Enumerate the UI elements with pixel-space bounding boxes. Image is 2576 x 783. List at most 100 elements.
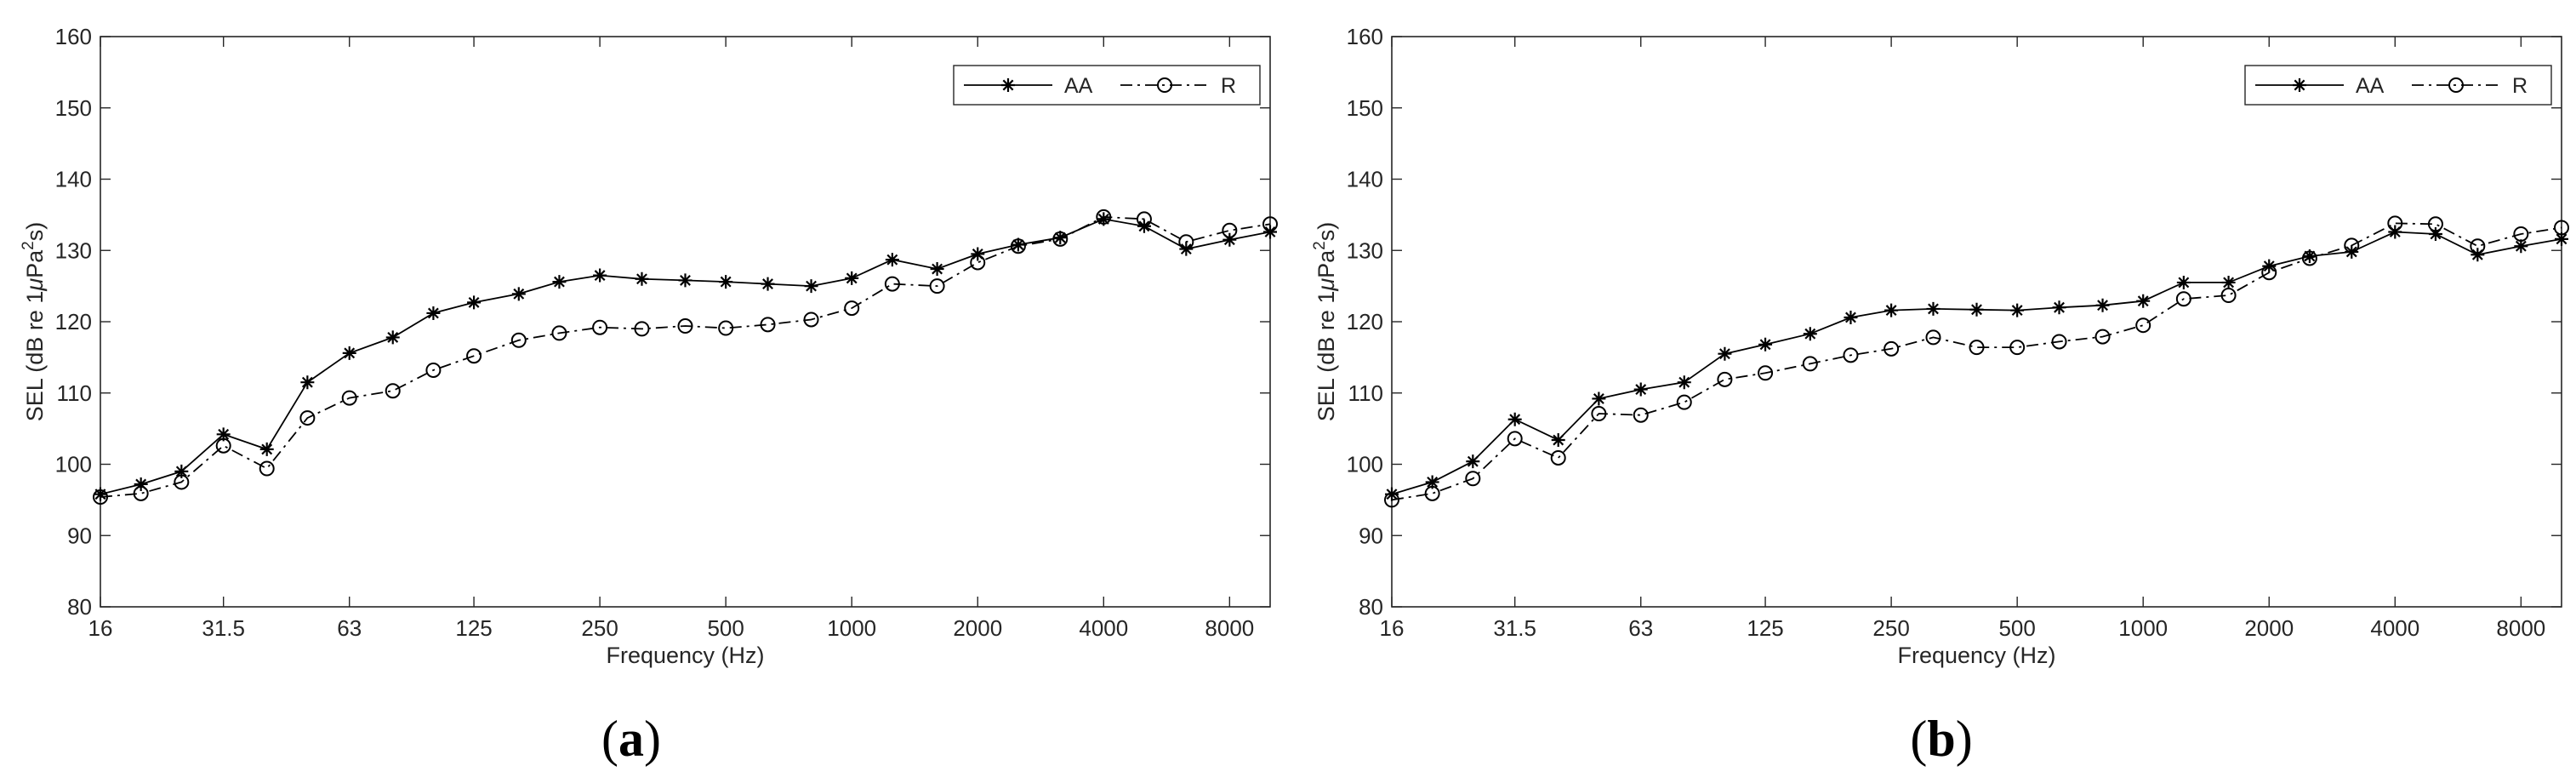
panel-label: (b): [1910, 711, 1972, 767]
y-axis-label-mu: μ: [22, 278, 48, 292]
data-point-aa: [761, 277, 775, 291]
data-point-aa: [216, 427, 231, 442]
y-tick-label: 130: [55, 237, 92, 263]
x-tick-label: 125: [1747, 615, 1783, 641]
panel-label-letter: b: [1927, 711, 1955, 767]
data-point-r: [2175, 291, 2191, 307]
data-point-aa: [2176, 275, 2191, 289]
data-point-aa: [1677, 375, 1691, 390]
y-tick-label: 150: [1347, 95, 1383, 121]
chart-panel-b: 80 90 100 110 120 130 140 150 160 16 31.5 63 125 250 5…: [1311, 24, 2569, 668]
data-point-aa: [426, 306, 441, 320]
x-tick-label: 31.5: [202, 615, 245, 641]
data-point-r: [760, 317, 776, 333]
y-tick-label: 140: [1347, 167, 1383, 192]
data-point-r: [2094, 329, 2111, 345]
data-point-aa: [1803, 327, 1817, 341]
y-axis-label-superscript: 2: [1311, 241, 1329, 250]
data-point-aa: [1507, 412, 1522, 426]
data-point-aa: [804, 279, 818, 294]
data-point-r: [1178, 234, 1194, 250]
data-point-r: [634, 321, 650, 337]
data-point-aa: [1551, 433, 1565, 448]
x-tick-label: 1000: [827, 615, 876, 641]
data-point-aa: [1222, 232, 1237, 247]
x-tick-label: 4000: [2370, 615, 2419, 641]
y-axis-label-pa: Pa: [22, 249, 48, 278]
series-line-r: [1391, 222, 2562, 501]
data-point-r: [425, 362, 442, 378]
data-point-aa: [467, 295, 482, 310]
y-tick-label: 160: [1347, 24, 1383, 49]
data-point-r: [2220, 288, 2237, 304]
legend-marker-star: [1001, 78, 1015, 92]
x-tick-label: 8000: [2496, 615, 2545, 641]
y-tick-label: 80: [67, 594, 92, 620]
panel-label-letter: a: [618, 711, 644, 767]
data-point-r: [215, 437, 231, 454]
y-axis-label: SEL (dB re 1μPa2s): [1311, 222, 1339, 421]
data-point-aa: [930, 262, 944, 277]
data-point-aa: [2010, 303, 2025, 317]
y-axis-label-mu: μ: [1314, 278, 1339, 292]
x-tick-label: 16: [1380, 615, 1405, 641]
y-tick-label: 100: [55, 452, 92, 477]
data-point-r: [718, 320, 734, 336]
data-point-r: [133, 485, 149, 501]
legend: AA R: [2244, 65, 2552, 106]
x-tick-label: 63: [337, 615, 362, 641]
data-point-aa: [2428, 226, 2442, 241]
data-point-aa: [1011, 237, 1025, 252]
data-point-r: [1096, 209, 1112, 225]
y-tick-label: 90: [67, 523, 92, 548]
x-tick-label: 500: [707, 615, 744, 641]
data-point-r: [844, 300, 860, 317]
data-point-aa: [2221, 275, 2236, 289]
data-point-r: [1507, 431, 1523, 447]
data-point-aa: [385, 330, 400, 345]
x-tick-label: 8000: [1205, 615, 1254, 641]
plot-area: [1391, 36, 2562, 608]
data-point-aa: [1884, 303, 1899, 317]
legend-marker-circle: [2448, 77, 2464, 93]
data-point-r: [2261, 265, 2277, 281]
data-point-r: [884, 276, 900, 292]
data-point-r: [1925, 329, 1941, 346]
data-point-r: [1884, 340, 1900, 357]
data-point-r: [592, 319, 608, 335]
data-point-aa: [1718, 346, 1732, 361]
data-point-r: [385, 383, 401, 399]
data-point-r: [2135, 317, 2151, 334]
data-point-aa: [1097, 212, 1111, 226]
data-point-aa: [1425, 475, 1439, 489]
data-point-aa: [2302, 249, 2317, 263]
data-point-r: [2051, 334, 2067, 350]
panel-label: (a): [601, 711, 661, 767]
data-point-aa: [1926, 301, 1941, 316]
data-point-aa: [845, 271, 859, 285]
data-point-aa: [635, 271, 649, 286]
data-point-r: [1633, 407, 1649, 423]
y-tick-label: 120: [55, 309, 92, 334]
data-point-aa: [300, 375, 315, 390]
data-point-aa: [342, 346, 356, 360]
data-point-r: [1052, 231, 1069, 247]
y-axis-label: SEL (dB re 1μPa2s): [20, 222, 48, 421]
data-point-aa: [1053, 231, 1068, 245]
data-point-aa: [2555, 231, 2568, 246]
data-point-r: [1758, 365, 1774, 381]
legend-label-r: R: [1221, 74, 1236, 98]
data-point-r: [929, 278, 945, 294]
series-line-r: [100, 215, 1271, 498]
y-tick-label: 90: [1359, 523, 1383, 548]
y-tick-label: 100: [1347, 452, 1383, 477]
data-point-aa: [2052, 300, 2066, 315]
x-axis-label: Frequency (Hz): [606, 643, 764, 668]
data-point-r: [2387, 215, 2403, 231]
legend-label-r: R: [2512, 74, 2528, 98]
y-tick-label: 120: [1347, 309, 1383, 334]
data-point-aa: [593, 268, 607, 283]
data-point-r: [466, 348, 482, 364]
data-point-r: [1262, 216, 1278, 232]
